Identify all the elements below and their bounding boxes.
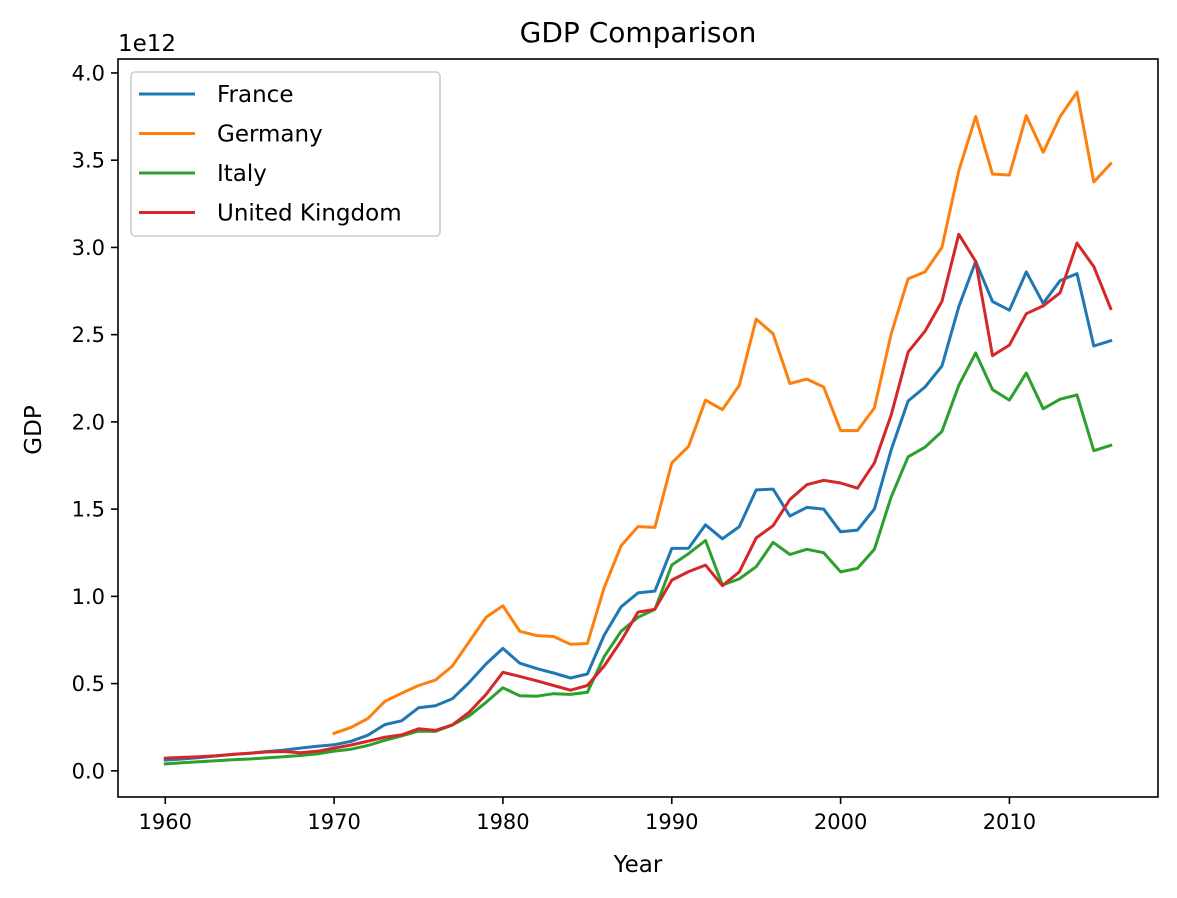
legend-items: France Germany Italy United Kingdom <box>139 82 402 227</box>
y-offset-label: 1e12 <box>118 31 176 57</box>
series-line-united-kingdom <box>163 232 1113 760</box>
y-tick-label: 3.5 <box>72 149 105 173</box>
y-tick-label: 1.0 <box>72 585 105 609</box>
legend-label: United Kingdom <box>217 201 402 227</box>
legend-label: Germany <box>217 122 323 148</box>
y-tick-label: 4.0 <box>72 61 105 85</box>
x-tick-label: 1990 <box>645 810 698 834</box>
y-axis-label: GDP <box>21 405 47 455</box>
y-tick-label: 1.5 <box>72 498 105 522</box>
legend-box <box>130 71 441 237</box>
legend-label: France <box>217 82 293 108</box>
series-line-france <box>163 259 1113 762</box>
x-axis-ticks: 1960 1970 1980 1990 2000 2010 <box>139 797 1036 834</box>
x-tick-label: 2010 <box>983 810 1036 834</box>
series-line-italy <box>163 351 1113 766</box>
plot-area-frame <box>117 58 1159 798</box>
chart-title: GDP Comparison <box>520 16 757 49</box>
x-tick-label: 2000 <box>814 810 867 834</box>
y-tick-label: 3.0 <box>72 236 105 260</box>
y-tick-label: 0.0 <box>72 759 105 783</box>
series-line-germany <box>332 90 1113 736</box>
x-tick-label: 1980 <box>476 810 529 834</box>
x-axis-label: Year <box>613 852 663 878</box>
x-tick-label: 1970 <box>307 810 360 834</box>
y-tick-label: 2.5 <box>72 323 105 347</box>
plot-lines <box>163 90 1113 766</box>
y-axis-ticks: 0.0 0.5 1.0 1.5 2.0 2.5 3.0 3.5 4.0 <box>72 61 118 783</box>
y-tick-label: 2.0 <box>72 410 105 434</box>
y-tick-label: 0.5 <box>72 672 105 696</box>
legend: France Germany Italy United Kingdom <box>130 71 441 237</box>
x-tick-label: 1960 <box>139 810 192 834</box>
legend-label: Italy <box>217 161 267 187</box>
